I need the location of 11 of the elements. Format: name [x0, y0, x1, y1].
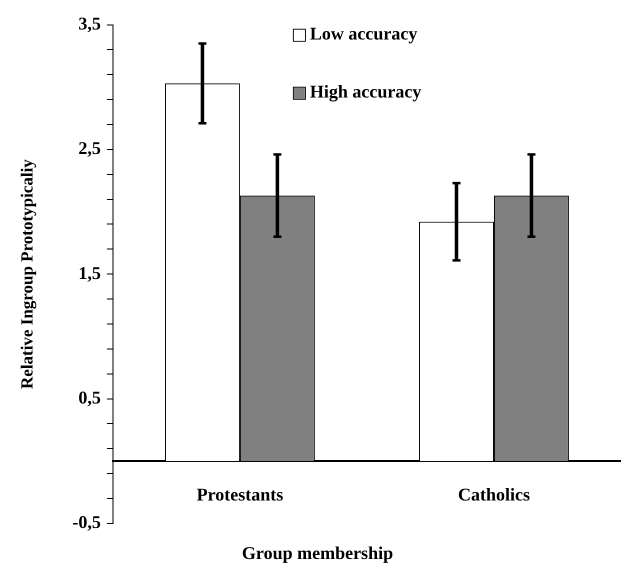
y-tick-label: 2,5 [78, 138, 101, 158]
y-tick-label: -0,5 [72, 512, 101, 532]
y-tick-label: 0,5 [78, 387, 101, 408]
y-tick-label: 1,5 [78, 262, 101, 283]
y-tick-label: 3,5 [78, 13, 101, 34]
legend-label: Low accuracy [310, 23, 418, 44]
x-tick-label: Protestants [196, 484, 284, 505]
x-tick-label: Catholics [458, 484, 530, 505]
legend-label: High accuracy [310, 81, 422, 102]
x-axis-title: Group membership [242, 542, 394, 563]
y-axis-title: Relative Ingroup Prototypicaliy [18, 158, 37, 390]
